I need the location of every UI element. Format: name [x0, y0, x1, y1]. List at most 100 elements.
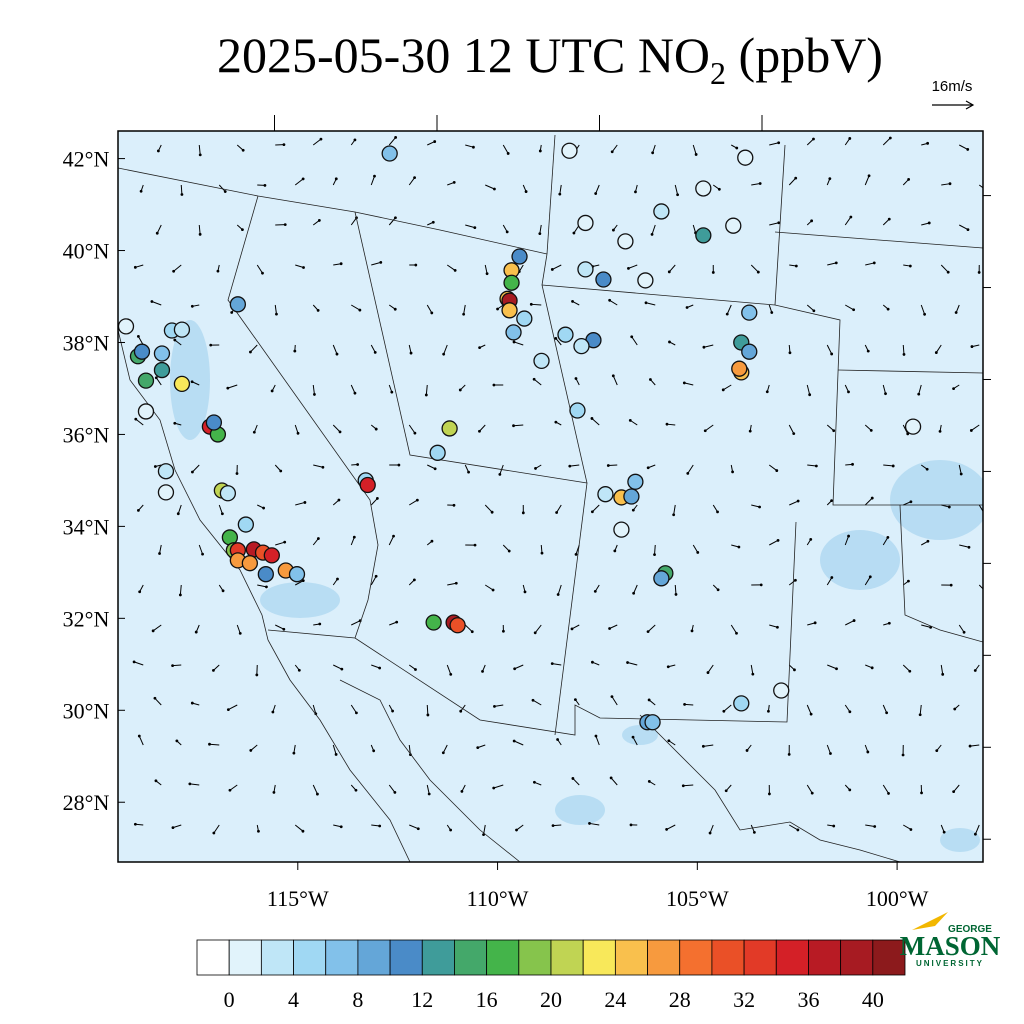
wind-arrow-head — [794, 264, 798, 268]
wind-arrow-head — [647, 780, 651, 783]
wind-arrow-head — [335, 352, 339, 356]
wind-arrow-head — [918, 713, 922, 717]
wind-arrow-head — [949, 583, 953, 587]
wind-arrow-head — [134, 417, 138, 421]
wind-arrow-head — [887, 217, 891, 221]
wind-arrow — [295, 580, 304, 586]
wind-arrow — [446, 664, 452, 675]
wind-arrow — [882, 137, 891, 146]
wind-arrow — [350, 536, 355, 546]
wind-arrow-head — [150, 300, 154, 303]
wind-arrow — [409, 824, 419, 830]
colorbar: 0 4 8 12 16 20 24 28 32 36 40 — [196, 939, 906, 1012]
wind-arrow-head — [226, 386, 230, 390]
wind-arrow-head — [171, 664, 174, 668]
wind-arrow-head — [534, 467, 537, 470]
wind-arrow — [151, 301, 162, 306]
wind-arrow — [647, 624, 656, 633]
wind-arrow-head — [374, 574, 378, 578]
wind-arrow-head — [223, 190, 227, 193]
wind-arrow-head — [155, 231, 159, 235]
colorbar-box — [486, 939, 520, 976]
wind-arrow-head — [454, 581, 458, 585]
wind-arrow-head — [832, 429, 836, 433]
wind-arrow-head — [190, 380, 194, 384]
wind-arrow — [684, 703, 694, 706]
wind-arrow-head — [414, 668, 417, 671]
logo: GEORGE MASON UNIVERSITY — [900, 912, 1001, 968]
wind-arrow — [645, 302, 656, 306]
wind-arrow-head — [555, 511, 559, 514]
wind-arrow — [256, 264, 263, 274]
wind-arrow-head — [608, 627, 611, 630]
wind-arrow-head — [632, 591, 636, 595]
wind-arrow-head — [492, 786, 496, 790]
wind-arrow — [959, 224, 969, 231]
lat-tick-label: 42°N — [63, 147, 110, 172]
wind-arrow — [978, 504, 983, 513]
wind-arrow-head — [521, 511, 525, 515]
wind-arrow — [313, 464, 324, 468]
wind-arrow-head — [590, 417, 594, 420]
wind-arrow-head — [568, 464, 572, 468]
wind-arrow-head — [852, 308, 856, 312]
wind-arrow — [370, 175, 375, 186]
wind-arrow-head — [427, 792, 431, 796]
wind-arrow — [333, 664, 343, 670]
wind-arrow-head — [176, 512, 180, 516]
wind-arrow — [138, 735, 144, 746]
station — [157, 484, 175, 501]
wind-arrow-head — [282, 627, 286, 631]
wind-arrow-head — [775, 469, 779, 472]
wind-arrow — [446, 264, 456, 271]
wind-arrow — [865, 262, 875, 266]
wind-arrow — [632, 736, 638, 746]
wind-arrow-head — [263, 183, 267, 187]
wind-arrow-head — [907, 178, 911, 181]
lon-tick-label: 105°W — [666, 886, 729, 911]
wind-reference-arrow — [932, 100, 975, 110]
wind-arrow-head — [788, 351, 792, 355]
wind-arrow — [902, 824, 912, 830]
wind-arrow — [827, 262, 837, 266]
wind-arrow — [958, 464, 962, 475]
wind-arrow-head — [319, 137, 323, 141]
wind-arrow — [156, 224, 162, 234]
colorbar-box — [775, 939, 809, 976]
wind-arrow-head — [926, 141, 930, 145]
wind-arrow-head — [261, 271, 264, 275]
wind-arrow-head — [737, 545, 741, 549]
colorbar-box — [228, 939, 262, 976]
wind-arrow — [920, 304, 926, 315]
wind-arrow-head — [453, 269, 457, 272]
wind-arrow-head — [459, 709, 463, 713]
wind-arrow — [312, 704, 317, 714]
wind-arrow-head — [667, 739, 671, 743]
boundaries — [118, 134, 983, 862]
wind-arrow — [631, 336, 638, 346]
wind-arrow — [726, 304, 732, 315]
wind-arrow-head — [629, 823, 633, 827]
wind-arrow — [443, 344, 448, 355]
wind-arrow — [332, 344, 338, 355]
wind-arrow-head — [390, 390, 394, 394]
wind-arrow-head — [452, 181, 456, 184]
colorbar-label: 24 — [604, 987, 626, 1012]
wind-arrow-head — [685, 306, 689, 309]
wind-arrow-head — [493, 187, 496, 191]
wind-arrow-head — [848, 137, 852, 140]
wind-arrow-head — [154, 376, 158, 380]
wind-arrow — [425, 384, 428, 395]
wind-arrow — [494, 704, 504, 707]
wind-arrow-head — [415, 498, 419, 502]
wind-arrow — [704, 424, 714, 432]
wind-arrow-head — [952, 790, 956, 794]
wind-arrow — [918, 384, 922, 395]
wind-arrow-head — [809, 712, 813, 716]
wind-arrow — [192, 464, 200, 473]
wind-arrow-head — [888, 136, 892, 140]
wind-arrow-head — [496, 307, 499, 311]
wind-arrow-head — [612, 228, 615, 232]
wind-arrow-head — [887, 621, 891, 625]
wind-arrow-head — [812, 309, 816, 313]
